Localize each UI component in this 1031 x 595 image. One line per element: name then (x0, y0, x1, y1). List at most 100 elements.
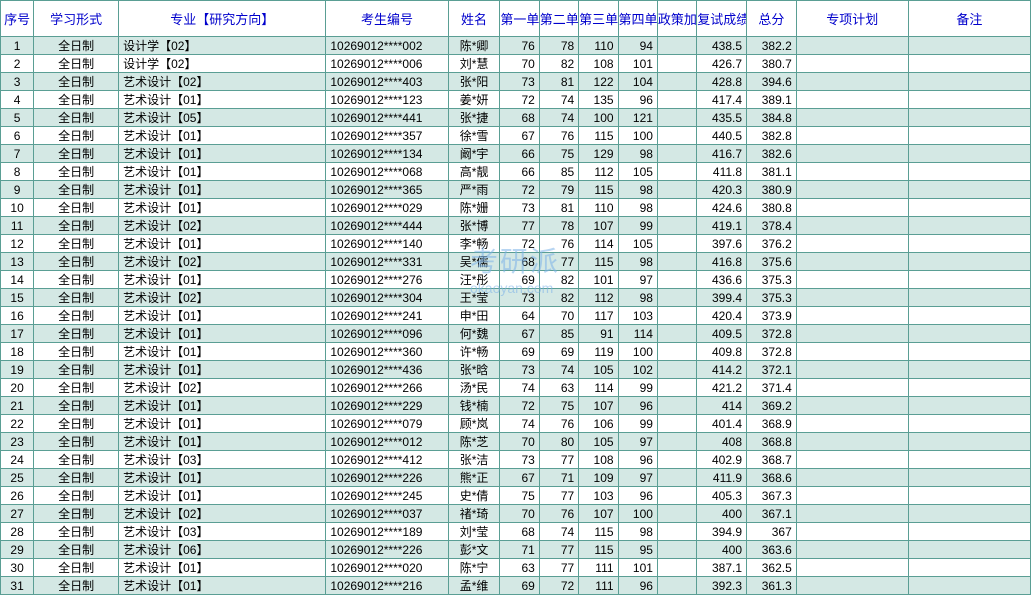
cell-form: 全日制 (34, 451, 119, 469)
cell-major: 艺术设计【02】 (119, 379, 326, 397)
cell-name: 张*洁 (448, 451, 500, 469)
cell-fs: 387.1 (697, 559, 747, 577)
table-row: 30全日制艺术设计【01】10269012****020陈*宁637711110… (1, 559, 1031, 577)
cell-sid: 10269012****226 (326, 541, 448, 559)
cell-plan (796, 505, 908, 523)
cell-u3: 103 (579, 487, 618, 505)
cell-fs: 417.4 (697, 91, 747, 109)
cell-u4: 121 (618, 109, 657, 127)
cell-form: 全日制 (34, 217, 119, 235)
cell-pol (657, 559, 696, 577)
table-row: 15全日制艺术设计【02】10269012****304王*莹738211298… (1, 289, 1031, 307)
cell-u3: 117 (579, 307, 618, 325)
cell-fs: 399.4 (697, 289, 747, 307)
table-row: 14全日制艺术设计【01】10269012****276汪*彤698210197… (1, 271, 1031, 289)
cell-note (908, 325, 1030, 343)
cell-sid: 10269012****365 (326, 181, 448, 199)
cell-pol (657, 415, 696, 433)
cell-tot: 368.8 (747, 433, 797, 451)
cell-idx: 1 (1, 37, 34, 55)
cell-note (908, 37, 1030, 55)
cell-u4: 98 (618, 523, 657, 541)
cell-u3: 111 (579, 559, 618, 577)
cell-major: 艺术设计【01】 (119, 145, 326, 163)
cell-tot: 367.3 (747, 487, 797, 505)
cell-u1: 70 (500, 55, 539, 73)
cell-tot: 372.1 (747, 361, 797, 379)
cell-fs: 408 (697, 433, 747, 451)
cell-u1: 67 (500, 325, 539, 343)
cell-pol (657, 469, 696, 487)
cell-plan (796, 73, 908, 91)
cell-idx: 10 (1, 199, 34, 217)
cell-major: 艺术设计【01】 (119, 397, 326, 415)
cell-form: 全日制 (34, 37, 119, 55)
cell-u4: 99 (618, 379, 657, 397)
col-name: 姓名 (448, 1, 500, 37)
cell-tot: 376.2 (747, 235, 797, 253)
cell-form: 全日制 (34, 541, 119, 559)
table-row: 17全日制艺术设计【01】10269012****096何*魏678591114… (1, 325, 1031, 343)
cell-u3: 91 (579, 325, 618, 343)
col-idx: 序号 (1, 1, 34, 37)
cell-pol (657, 217, 696, 235)
cell-major: 艺术设计【01】 (119, 163, 326, 181)
cell-sid: 10269012****276 (326, 271, 448, 289)
cell-plan (796, 397, 908, 415)
cell-pol (657, 271, 696, 289)
cell-pol (657, 181, 696, 199)
cell-major: 艺术设计【01】 (119, 433, 326, 451)
cell-tot: 368.7 (747, 451, 797, 469)
cell-u2: 76 (539, 415, 578, 433)
cell-u1: 73 (500, 451, 539, 469)
cell-u1: 63 (500, 559, 539, 577)
cell-sid: 10269012****134 (326, 145, 448, 163)
cell-sid: 10269012****245 (326, 487, 448, 505)
cell-name: 张*阳 (448, 73, 500, 91)
cell-fs: 420.3 (697, 181, 747, 199)
cell-u4: 103 (618, 307, 657, 325)
cell-form: 全日制 (34, 199, 119, 217)
cell-fs: 440.5 (697, 127, 747, 145)
cell-major: 艺术设计【02】 (119, 505, 326, 523)
cell-fs: 414 (697, 397, 747, 415)
cell-name: 张*晗 (448, 361, 500, 379)
cell-sid: 10269012****360 (326, 343, 448, 361)
cell-u2: 77 (539, 559, 578, 577)
cell-u1: 74 (500, 415, 539, 433)
cell-idx: 27 (1, 505, 34, 523)
cell-note (908, 73, 1030, 91)
table-row: 10全日制艺术设计【01】10269012****029陈*姗738111098… (1, 199, 1031, 217)
cell-major: 艺术设计【02】 (119, 217, 326, 235)
cell-u2: 81 (539, 199, 578, 217)
cell-note (908, 415, 1030, 433)
cell-fs: 435.5 (697, 109, 747, 127)
cell-form: 全日制 (34, 505, 119, 523)
cell-major: 艺术设计【01】 (119, 415, 326, 433)
cell-plan (796, 55, 908, 73)
cell-tot: 384.8 (747, 109, 797, 127)
cell-form: 全日制 (34, 253, 119, 271)
cell-pol (657, 361, 696, 379)
cell-sid: 10269012****012 (326, 433, 448, 451)
table-row: 23全日制艺术设计【01】10269012****012陈*芝708010597… (1, 433, 1031, 451)
cell-form: 全日制 (34, 397, 119, 415)
cell-u2: 81 (539, 73, 578, 91)
col-u2: 第二单元 (539, 1, 578, 37)
cell-fs: 401.4 (697, 415, 747, 433)
table-row: 8全日制艺术设计【01】10269012****068高*靓6685112105… (1, 163, 1031, 181)
cell-note (908, 253, 1030, 271)
cell-tot: 361.3 (747, 577, 797, 595)
cell-form: 全日制 (34, 127, 119, 145)
table-row: 20全日制艺术设计【02】10269012****266汤*民746311499… (1, 379, 1031, 397)
cell-u1: 70 (500, 505, 539, 523)
cell-note (908, 559, 1030, 577)
cell-fs: 416.8 (697, 253, 747, 271)
cell-note (908, 55, 1030, 73)
cell-plan (796, 307, 908, 325)
cell-note (908, 379, 1030, 397)
cell-tot: 378.4 (747, 217, 797, 235)
cell-note (908, 217, 1030, 235)
cell-pol (657, 127, 696, 145)
cell-plan (796, 361, 908, 379)
